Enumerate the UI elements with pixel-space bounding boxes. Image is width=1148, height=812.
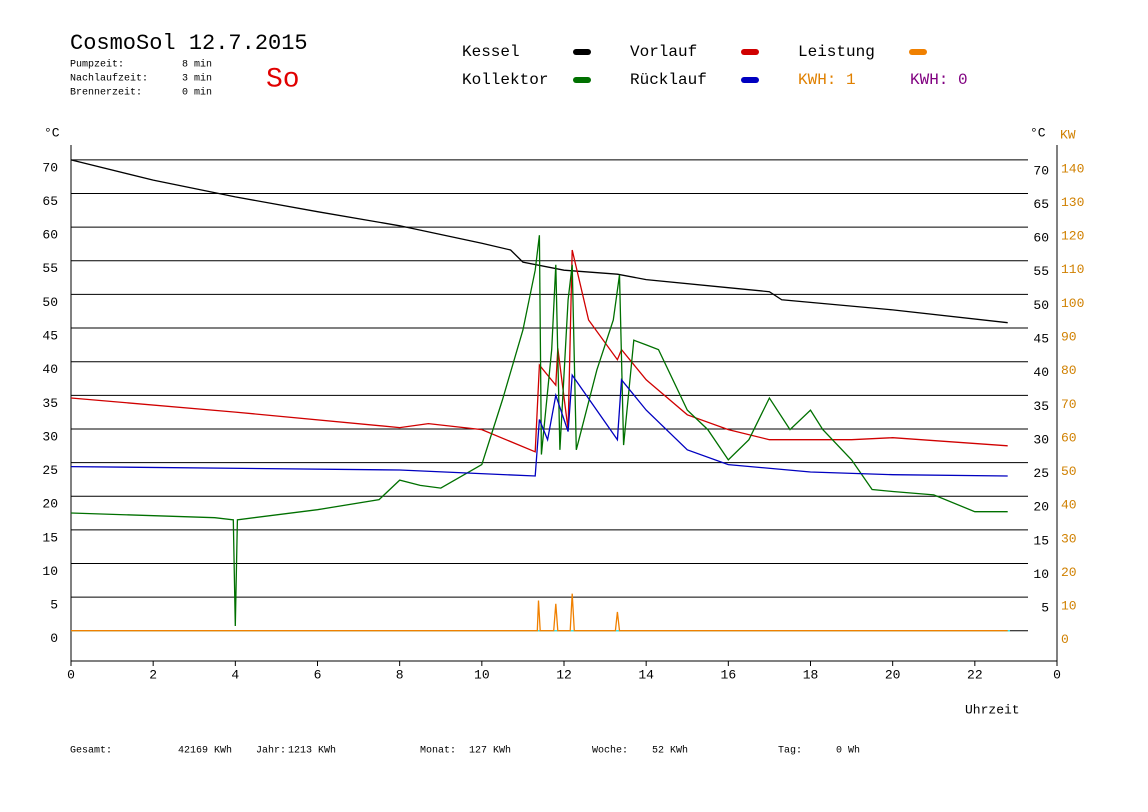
total-label: Jahr: — [256, 745, 286, 757]
total-label: Tag: — [778, 746, 802, 757]
info-value: 8 min — [182, 59, 212, 71]
y-tick-label: 55 — [42, 261, 58, 276]
legend-label: Kollektor — [462, 71, 548, 89]
y2-tick-label: 0 — [1061, 632, 1069, 647]
legend-label: Kessel — [462, 43, 520, 61]
y-tick-label: 65 — [42, 194, 58, 209]
y2-tick-label: 110 — [1061, 262, 1084, 277]
series-line — [70, 159, 1008, 324]
y2-tick-label: 40 — [1061, 498, 1077, 513]
y-right-tick-label: 35 — [1033, 399, 1049, 414]
total-label: Monat: — [420, 746, 456, 757]
x-tick-label: 0 — [1053, 667, 1061, 682]
y-right-tick-label: 65 — [1033, 197, 1049, 212]
legend-label: Leistung — [798, 43, 875, 61]
x-tick-label: 4 — [231, 667, 239, 682]
y-right-tick-label: 55 — [1033, 264, 1049, 279]
x-tick-label: 14 — [638, 667, 654, 682]
y-right-tick-label: 45 — [1033, 331, 1049, 346]
x-tick-label: 20 — [885, 667, 901, 682]
total-value: 1213 KWh — [288, 745, 336, 757]
total-value: 42169 KWh — [178, 745, 232, 757]
legend-label: Vorlauf — [630, 43, 697, 61]
y-right-tick-label: 70 — [1033, 163, 1049, 178]
series-line — [70, 373, 1008, 477]
y-tick-label: 60 — [42, 228, 58, 243]
y-right-tick-label: 25 — [1033, 466, 1049, 481]
y2-axis-unit: KW — [1060, 127, 1076, 142]
y-tick-label: 35 — [42, 396, 58, 411]
series-line — [71, 593, 1008, 632]
y2-axis-unit-c: °C — [1030, 125, 1046, 140]
y2-tick-label: 70 — [1061, 397, 1077, 412]
chart-title: CosmoSol 12.7.2015 — [70, 31, 308, 56]
y-right-tick-label: 15 — [1033, 533, 1049, 548]
x-tick-label: 16 — [721, 667, 737, 682]
x-axis-label: Uhrzeit — [965, 702, 1020, 717]
y-right-tick-label: 40 — [1033, 365, 1049, 380]
total-label: Gesamt: — [70, 746, 112, 757]
y-right-tick-label: 50 — [1033, 298, 1049, 313]
y-tick-label: 15 — [42, 530, 58, 545]
x-tick-label: 2 — [149, 667, 157, 682]
info-value: 3 min — [182, 73, 212, 85]
y2-tick-label: 120 — [1061, 229, 1084, 244]
y-tick-label: 10 — [42, 564, 58, 579]
y2-tick-label: 80 — [1061, 363, 1077, 378]
info-label: Nachlaufzeit: — [70, 73, 148, 85]
y-tick-label: 5 — [50, 598, 58, 613]
kwh-label: KWH: 0 — [910, 71, 968, 89]
y-tick-label: 0 — [50, 631, 58, 646]
y2-tick-label: 10 — [1061, 599, 1077, 614]
y2-tick-label: 20 — [1061, 565, 1077, 580]
info-label: Pumpzeit: — [70, 59, 124, 71]
info-label: Brennerzeit: — [70, 87, 142, 99]
y-tick-label: 25 — [42, 463, 58, 478]
total-value: 127 KWh — [469, 745, 511, 757]
y2-tick-label: 100 — [1061, 296, 1084, 311]
y-right-tick-label: 20 — [1033, 500, 1049, 515]
total-label: Woche: — [592, 745, 628, 757]
y-right-tick-label: 10 — [1033, 567, 1049, 582]
y2-tick-label: 130 — [1061, 195, 1084, 210]
y2-tick-label: 140 — [1061, 161, 1084, 176]
total-value: 0 Wh — [836, 745, 860, 757]
y2-tick-label: 90 — [1061, 329, 1077, 344]
x-tick-label: 0 — [67, 667, 75, 682]
y-right-tick-label: 30 — [1033, 432, 1049, 447]
x-tick-label: 6 — [314, 667, 322, 682]
y2-tick-label: 30 — [1061, 531, 1077, 546]
y2-tick-label: 60 — [1061, 430, 1077, 445]
legend-label: Rücklauf — [630, 71, 707, 89]
x-tick-label: 8 — [396, 667, 404, 682]
x-tick-label: 22 — [967, 667, 983, 682]
series-line — [70, 235, 1008, 627]
kwh-label: KWH: 1 — [798, 71, 856, 89]
y-tick-label: 40 — [42, 362, 58, 377]
day-label: So — [266, 64, 300, 95]
total-value: 52 KWh — [652, 745, 688, 757]
x-tick-label: 18 — [803, 667, 819, 682]
y-right-tick-label: 60 — [1033, 231, 1049, 246]
y-tick-label: 70 — [42, 160, 58, 175]
y-axis-unit: °C — [44, 125, 60, 140]
info-value: 0 min — [182, 87, 212, 99]
y-tick-label: 50 — [42, 295, 58, 310]
y-right-tick-label: 5 — [1041, 601, 1049, 616]
y-tick-label: 20 — [42, 497, 58, 512]
x-tick-label: 12 — [556, 667, 572, 682]
series-line — [70, 249, 1008, 453]
y-tick-label: 45 — [42, 328, 58, 343]
y-tick-label: 30 — [42, 429, 58, 444]
x-tick-label: 10 — [474, 667, 490, 682]
y2-tick-label: 50 — [1061, 464, 1077, 479]
